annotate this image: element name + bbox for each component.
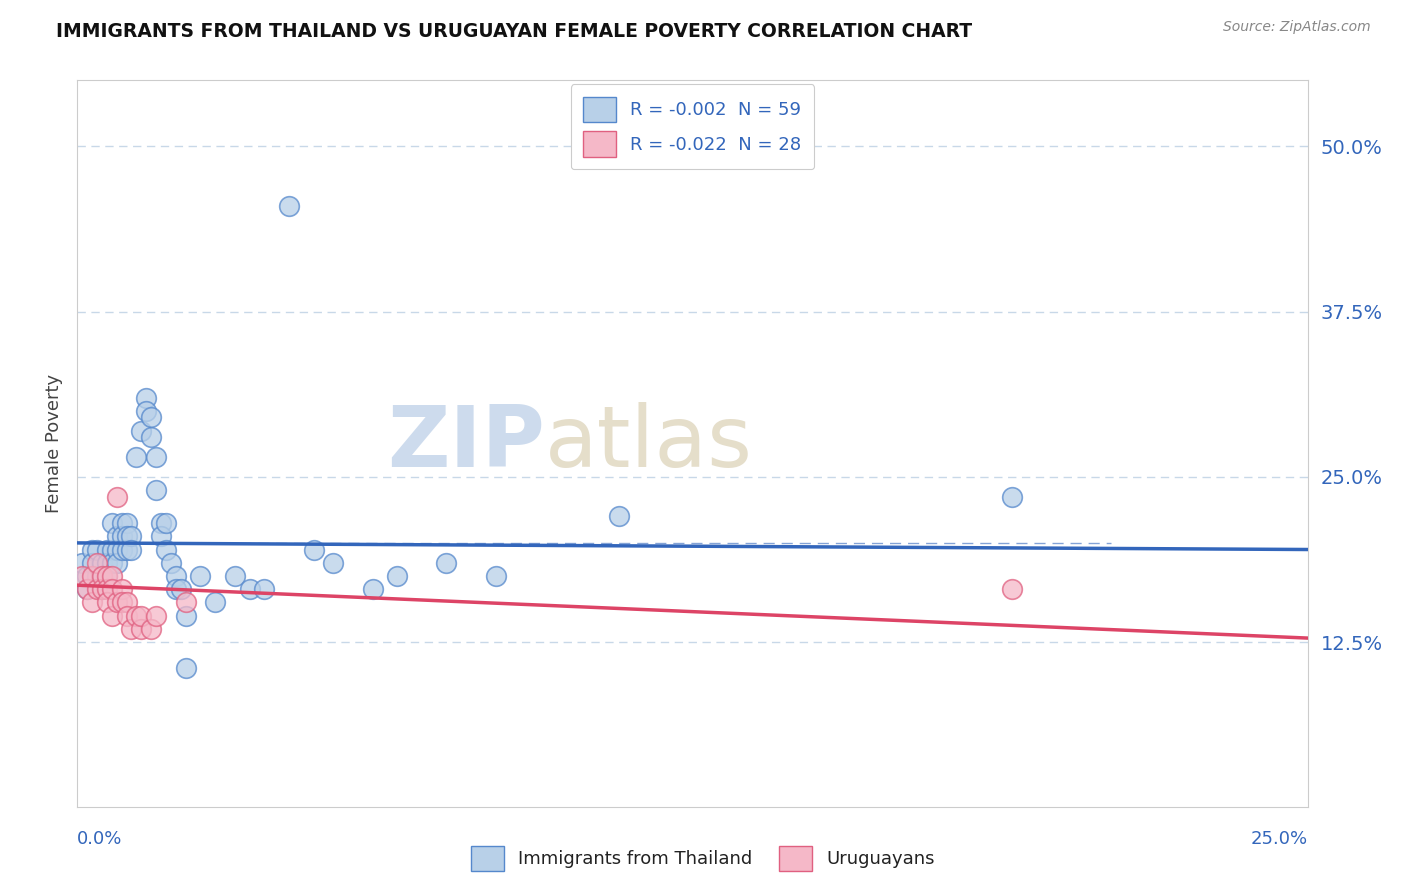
Point bbox=[111, 542, 132, 557]
Point bbox=[82, 595, 104, 609]
Point bbox=[160, 556, 183, 570]
Point bbox=[145, 608, 167, 623]
Point bbox=[121, 542, 143, 557]
Point bbox=[278, 199, 301, 213]
Point bbox=[76, 569, 98, 583]
Point bbox=[86, 556, 108, 570]
Point bbox=[165, 582, 187, 597]
Point bbox=[96, 569, 118, 583]
Point bbox=[141, 430, 163, 444]
Point bbox=[141, 410, 163, 425]
Point bbox=[86, 569, 108, 583]
Point bbox=[111, 516, 132, 530]
Point bbox=[125, 608, 148, 623]
Point bbox=[361, 582, 384, 597]
Point bbox=[82, 556, 104, 570]
Point bbox=[105, 595, 128, 609]
Point bbox=[111, 529, 132, 543]
Point bbox=[485, 569, 508, 583]
Point bbox=[101, 582, 124, 597]
Point bbox=[115, 608, 138, 623]
Point bbox=[302, 542, 325, 557]
Point bbox=[86, 542, 108, 557]
Point bbox=[1001, 582, 1024, 597]
Point bbox=[322, 556, 344, 570]
Point bbox=[135, 391, 157, 405]
Text: Source: ZipAtlas.com: Source: ZipAtlas.com bbox=[1223, 20, 1371, 34]
Point bbox=[105, 556, 128, 570]
Point bbox=[90, 582, 114, 597]
Point bbox=[70, 556, 93, 570]
Legend: R = -0.002  N = 59, R = -0.022  N = 28: R = -0.002 N = 59, R = -0.022 N = 28 bbox=[571, 84, 814, 169]
Point bbox=[111, 582, 132, 597]
Point bbox=[105, 529, 128, 543]
Point bbox=[165, 569, 187, 583]
Point bbox=[174, 595, 197, 609]
Point bbox=[82, 569, 104, 583]
Point bbox=[1001, 490, 1024, 504]
Point bbox=[224, 569, 246, 583]
Point bbox=[125, 450, 148, 464]
Text: atlas: atlas bbox=[546, 402, 752, 485]
Point bbox=[170, 582, 193, 597]
Point bbox=[96, 582, 118, 597]
Point bbox=[150, 516, 173, 530]
Point bbox=[115, 529, 138, 543]
Point bbox=[121, 529, 143, 543]
Point bbox=[90, 569, 114, 583]
Point bbox=[121, 622, 143, 636]
Point bbox=[90, 582, 114, 597]
Point bbox=[141, 622, 163, 636]
Point bbox=[115, 542, 138, 557]
Point bbox=[105, 490, 128, 504]
Point bbox=[239, 582, 262, 597]
Point bbox=[145, 450, 167, 464]
Text: IMMIGRANTS FROM THAILAND VS URUGUAYAN FEMALE POVERTY CORRELATION CHART: IMMIGRANTS FROM THAILAND VS URUGUAYAN FE… bbox=[56, 22, 973, 41]
Point bbox=[174, 661, 197, 675]
Point bbox=[82, 542, 104, 557]
Point bbox=[76, 582, 98, 597]
Text: ZIP: ZIP bbox=[387, 402, 546, 485]
Point bbox=[607, 509, 630, 524]
Point bbox=[145, 483, 167, 497]
Point bbox=[150, 529, 173, 543]
Point bbox=[101, 516, 124, 530]
Point bbox=[96, 556, 118, 570]
Point bbox=[115, 595, 138, 609]
Legend: Immigrants from Thailand, Uruguayans: Immigrants from Thailand, Uruguayans bbox=[464, 838, 942, 879]
Point bbox=[131, 622, 153, 636]
Point bbox=[436, 556, 458, 570]
Point bbox=[253, 582, 276, 597]
Point bbox=[101, 542, 124, 557]
Point bbox=[90, 569, 114, 583]
Text: 0.0%: 0.0% bbox=[77, 830, 122, 847]
Point bbox=[105, 542, 128, 557]
Point bbox=[131, 424, 153, 438]
Y-axis label: Female Poverty: Female Poverty bbox=[45, 375, 63, 513]
Point bbox=[174, 608, 197, 623]
Point bbox=[96, 595, 118, 609]
Point bbox=[96, 569, 118, 583]
Text: 25.0%: 25.0% bbox=[1250, 830, 1308, 847]
Point bbox=[111, 595, 132, 609]
Point bbox=[101, 569, 124, 583]
Point bbox=[387, 569, 409, 583]
Point bbox=[115, 516, 138, 530]
Point bbox=[76, 582, 98, 597]
Point bbox=[135, 403, 157, 417]
Point bbox=[86, 582, 108, 597]
Point bbox=[190, 569, 212, 583]
Point bbox=[131, 608, 153, 623]
Point bbox=[90, 556, 114, 570]
Point bbox=[101, 608, 124, 623]
Point bbox=[155, 516, 177, 530]
Point bbox=[204, 595, 226, 609]
Point bbox=[96, 542, 118, 557]
Point bbox=[70, 569, 93, 583]
Point bbox=[155, 542, 177, 557]
Point bbox=[101, 556, 124, 570]
